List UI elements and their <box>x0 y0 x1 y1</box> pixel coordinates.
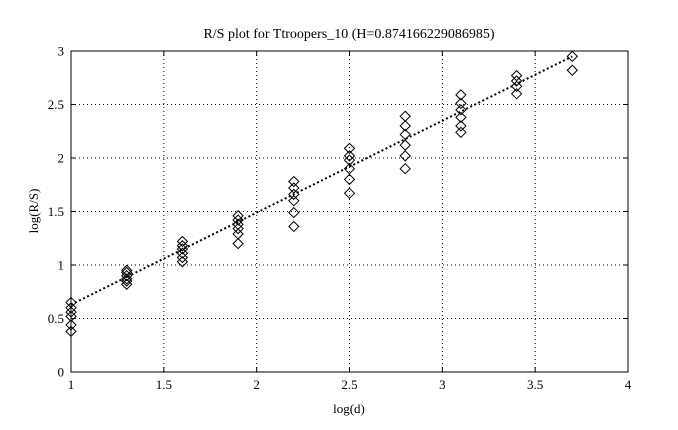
data-point-diamond <box>120 266 133 279</box>
data-point-diamond <box>232 218 244 231</box>
data-point-diamond <box>343 154 356 166</box>
data-point-diamond <box>510 75 523 87</box>
data-point-diamond <box>455 126 467 139</box>
data-point-diamond <box>343 173 356 186</box>
chart-title: R/S plot for Ttroopers_10 (H=0.874166229… <box>203 27 494 42</box>
data-point-diamond <box>176 251 189 264</box>
data-point-diamond <box>455 104 467 116</box>
data-point-diamond <box>566 64 579 76</box>
data-point-diamond <box>120 275 133 287</box>
y-tick-label: 0 <box>58 365 65 380</box>
data-point-diamond <box>65 325 77 338</box>
data-point-diamond <box>288 182 300 194</box>
data-point-diamond <box>288 220 300 233</box>
data-point-diamond <box>566 50 579 63</box>
data-point-diamond <box>232 237 244 250</box>
data-point-diamond <box>288 188 300 201</box>
data-point-diamond <box>176 256 189 268</box>
data-point-diamond <box>176 240 189 252</box>
grid-lines <box>71 51 628 372</box>
y-tick-label: 0.5 <box>48 311 64 326</box>
data-point-diamond <box>232 214 244 226</box>
data-point-diamond <box>288 175 300 188</box>
data-point-diamond <box>343 150 356 162</box>
x-axis-label: log(d) <box>333 401 365 416</box>
y-tick-label: 2.5 <box>48 97 64 112</box>
y-tick-label: 3 <box>58 44 65 59</box>
data-point-diamond <box>399 120 411 132</box>
data-point-diamond <box>399 110 411 122</box>
data-point-diamond <box>399 162 411 175</box>
y-tick-label: 2 <box>58 151 65 166</box>
data-point-diamond <box>343 187 356 200</box>
data-point-diamond <box>65 319 77 331</box>
x-tick-labels: 1 1.5 2 2.5 3 3.5 4 <box>68 377 632 392</box>
data-point-diamond <box>455 111 467 124</box>
y-tick-label: 1.5 <box>48 204 64 219</box>
data-point-diamond <box>120 264 133 277</box>
data-point-diamond <box>65 296 77 309</box>
data-point-diamond <box>288 195 300 207</box>
x-tick-label: 3.5 <box>527 377 543 392</box>
data-point-diamond <box>232 222 244 235</box>
data-point-diamond <box>176 235 189 248</box>
data-point-diamond <box>176 247 189 259</box>
x-tick-label: 1.5 <box>156 377 172 392</box>
x-tick-label: 2 <box>253 377 260 392</box>
y-tick-label: 1 <box>58 258 65 273</box>
data-point-diamond <box>510 88 523 100</box>
x-tick-label: 1 <box>68 377 75 392</box>
data-point-diamond <box>399 139 411 151</box>
data-point-diamond <box>455 97 467 110</box>
data-point-diamond <box>399 128 411 141</box>
data-point-diamond <box>455 89 467 101</box>
data-point-diamond <box>510 69 523 82</box>
data-point-diamond <box>343 142 356 155</box>
fit-line <box>70 55 573 306</box>
data-point-diamond <box>232 228 244 240</box>
data-point-diamond <box>65 302 77 314</box>
data-point-diamond <box>399 150 411 162</box>
data-point-diamond <box>65 310 77 323</box>
data-points <box>65 50 579 338</box>
data-point-diamond <box>343 162 356 175</box>
y-axis-label: log(R/S) <box>26 189 41 234</box>
data-point-diamond <box>232 210 244 222</box>
data-point-diamond <box>455 120 467 132</box>
data-point-diamond <box>288 206 300 219</box>
data-point-diamond <box>65 306 77 318</box>
y-tick-labels: 0 0.5 1 1.5 2 2.5 3 <box>48 44 64 380</box>
x-tick-label: 2.5 <box>341 377 357 392</box>
x-tick-label: 3 <box>439 377 446 392</box>
x-tick-label: 4 <box>625 377 632 392</box>
data-point-diamond <box>510 80 523 93</box>
